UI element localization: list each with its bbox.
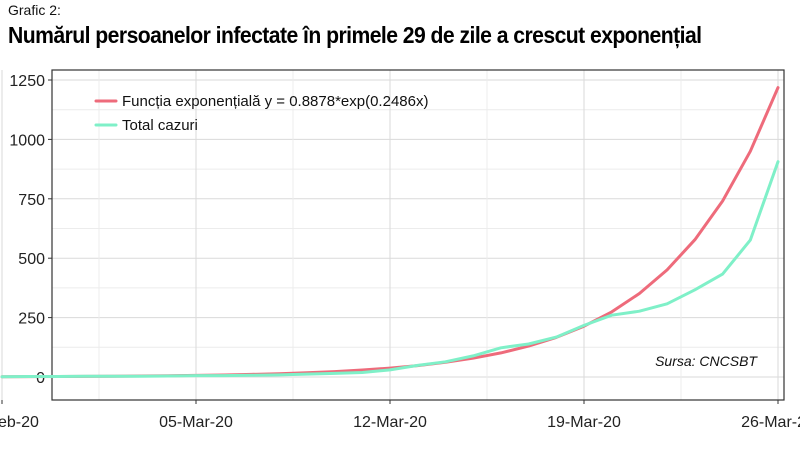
legend-label: Total cazuri [122,117,198,134]
plot-panel [52,70,784,400]
chart-title: Numărul persoanelor infectate în primele… [8,22,702,48]
legend: Funcția exponențială y = 0.8878*exp(0.24… [94,93,428,134]
x-tick-label: 26-Mar-20 [741,414,800,431]
x-tick-label: 27-Feb-20 [0,414,39,431]
y-tick-label: 250 [18,311,45,328]
y-tick-label: 750 [18,192,45,209]
axes: 0 250 500 750 1000 1250 27-Feb-20 05-Mar-20 12-M… [0,69,800,431]
chart-caption: Grafic 2: [8,2,61,18]
y-tick-label: 1250 [9,73,45,90]
y-tick-label: 0 [36,370,45,387]
x-tick-label: 05-Mar-20 [159,414,233,431]
legend-label: Funcția exponențială y = 0.8878*exp(0.24… [122,93,428,110]
y-tick-label: 500 [18,251,45,268]
source-note: Sursa: CNCSBT [655,353,758,369]
x-tick-label: 19-Mar-20 [547,414,621,431]
grid [1,70,784,400]
plot-border [51,69,785,401]
series-line-total-cases [0,160,780,379]
x-tick-label: 12-Mar-20 [353,414,427,431]
series-layer [0,86,780,379]
y-tick-label: 1000 [9,132,45,149]
